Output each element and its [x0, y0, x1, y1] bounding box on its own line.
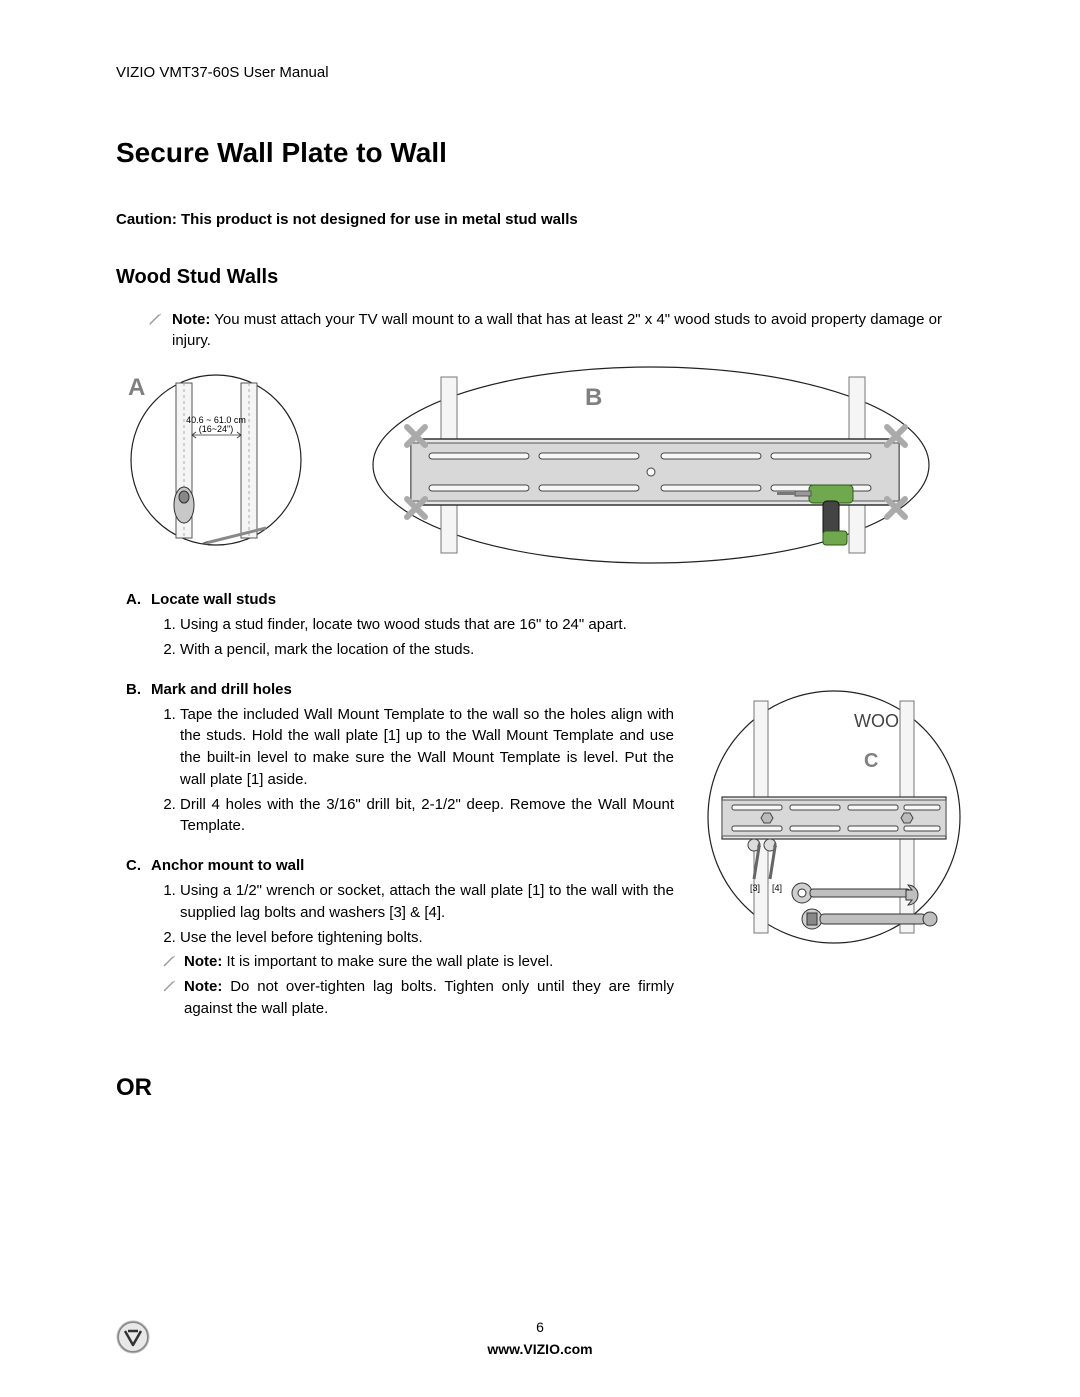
section-b-heading: B. Mark and drill holes — [126, 681, 674, 698]
figure-a-letter: A — [128, 374, 145, 401]
section-c-list: Using a 1/2" wrench or socket, attach th… — [160, 880, 674, 1020]
note-bold: Note: — [184, 978, 222, 995]
section-a-list: Using a stud finder, locate two wood stu… — [160, 614, 964, 661]
section-b-title: Mark and drill holes — [151, 681, 292, 698]
section-a-title: Locate wall studs — [151, 591, 276, 608]
figure-a-dim2: (16~24") — [199, 424, 233, 434]
list-item: Drill 4 holes with the 3/16" drill bit, … — [180, 794, 674, 838]
note-bold: Note: — [184, 953, 222, 970]
note-text: Do not over-tighten lag bolts. Tighten o… — [184, 978, 674, 1017]
or-heading: OR — [116, 1074, 964, 1102]
list-item: With a pencil, mark the location of the … — [180, 639, 964, 661]
section-wood-stud: Wood Stud Walls — [116, 266, 964, 289]
brand-logo-icon — [116, 1320, 150, 1357]
figure-c-ref4: [4] — [772, 883, 782, 893]
figure-c-letter: C — [864, 750, 878, 772]
figure-b: B — [371, 365, 931, 565]
note-text: It is important to make sure the wall pl… — [222, 953, 553, 970]
list-item: Tape the included Wall Mount Template to… — [180, 704, 674, 791]
figure-b-letter: B — [585, 384, 602, 411]
page-title: Secure Wall Plate to Wall — [116, 137, 964, 169]
figure-c-ref3: [3] — [750, 883, 760, 893]
list-item: Use the level before tightening bolts. — [180, 927, 674, 949]
section-c-heading: C. Anchor mount to wall — [126, 857, 674, 874]
footer-url: www.VIZIO.com — [116, 1341, 964, 1357]
section-c-title: Anchor mount to wall — [151, 857, 304, 874]
note-text: You must attach your TV wall mount to a … — [172, 311, 942, 349]
section-c-letter: C. — [126, 857, 141, 874]
page-header: VIZIO VMT37-60S User Manual — [116, 64, 964, 81]
section-b-list: Tape the included Wall Mount Template to… — [160, 704, 674, 838]
figure-c: WOOD C — [704, 687, 964, 957]
intro-note: Note: You must attach your TV wall mount… — [148, 309, 964, 351]
list-item: Using a stud finder, locate two wood stu… — [180, 614, 964, 636]
page-number: 6 — [116, 1319, 964, 1335]
figure-a: A 40.6 ~ 61.0 cm (16~24") — [116, 365, 361, 565]
page-footer: 6 www.VIZIO.com — [116, 1319, 964, 1357]
list-item: Using a 1/2" wrench or socket, attach th… — [180, 880, 674, 924]
section-b-letter: B. — [126, 681, 141, 698]
pencil-icon — [162, 979, 176, 993]
note-item: Note: Do not over-tighten lag bolts. Tig… — [162, 976, 674, 1020]
note-bold: Note: — [172, 311, 210, 328]
section-a-letter: A. — [126, 591, 141, 608]
pencil-icon — [162, 954, 176, 968]
caution-text: Caution: This product is not designed fo… — [116, 211, 964, 228]
section-a-heading: A. Locate wall studs — [126, 591, 964, 608]
note-item: Note: It is important to make sure the w… — [162, 951, 674, 973]
pencil-icon — [148, 312, 162, 326]
